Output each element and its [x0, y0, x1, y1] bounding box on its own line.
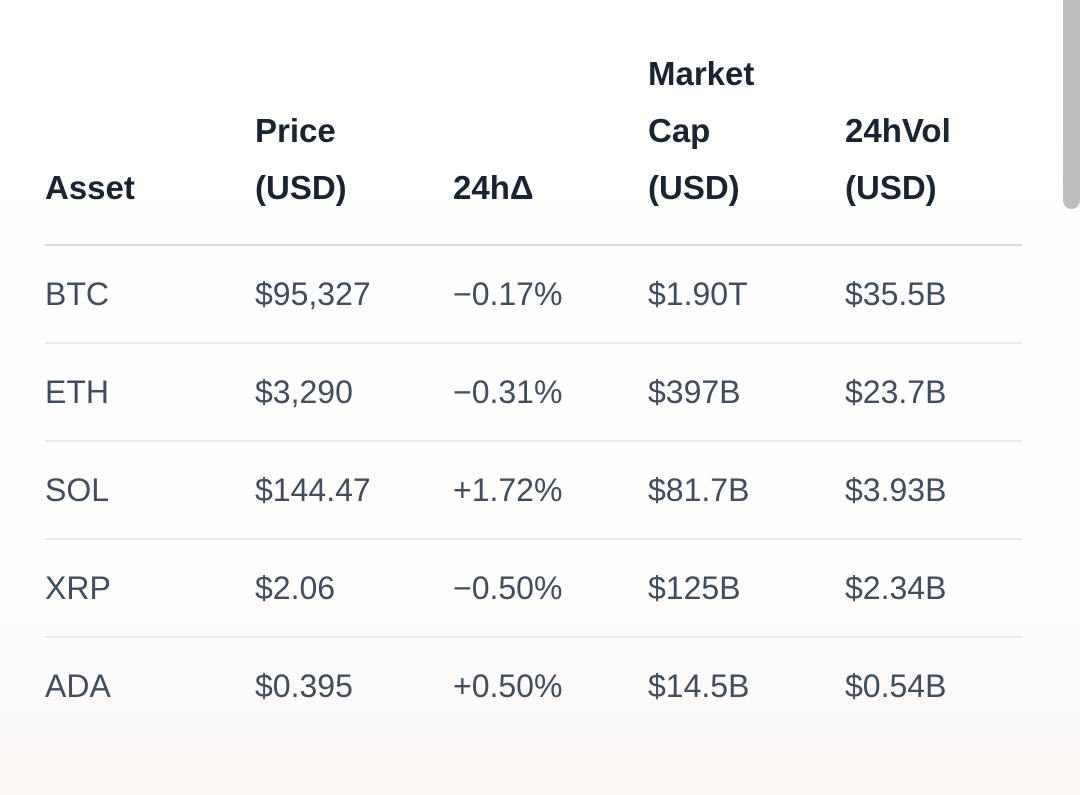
- volume-cell: $35.5B: [845, 245, 1022, 344]
- asset-cell: XRP: [45, 539, 255, 638]
- scrollbar-thumb[interactable]: [1063, 0, 1080, 209]
- table-row-xrp: XRP $2.06 −0.50% $125B $2.34B: [45, 539, 1022, 638]
- asset-cell: ETH: [45, 343, 255, 442]
- price-cell: $3,290: [255, 343, 453, 442]
- market-cap-cell: $397B: [648, 343, 845, 442]
- header-row: Asset Price (USD) 24hΔ Market Cap (USD) …: [45, 0, 1022, 246]
- column-header-market-cap: Market Cap (USD): [648, 0, 845, 246]
- change-cell: −0.50%: [453, 539, 648, 638]
- column-header-asset: Asset: [45, 0, 255, 246]
- column-header-volume: 24hVol (USD): [845, 0, 1022, 246]
- market-cap-cell: $81.7B: [648, 441, 845, 540]
- price-cell: $144.47: [255, 441, 453, 540]
- table-row-btc: BTC $95,327 −0.17% $1.90T $35.5B: [45, 245, 1022, 344]
- asset-cell: BTC: [45, 245, 255, 344]
- crypto-price-table: Asset Price (USD) 24hΔ Market Cap (USD) …: [45, 0, 1022, 734]
- table-row-sol: SOL $144.47 +1.72% $81.7B $3.93B: [45, 441, 1022, 540]
- volume-cell: $0.54B: [845, 668, 947, 704]
- volume-cell: $23.7B: [845, 343, 1022, 442]
- market-cap-cell: $14.5B: [648, 668, 750, 704]
- asset-cell: SOL: [45, 441, 255, 540]
- asset-cell: ADA: [45, 668, 111, 704]
- volume-cell: $3.93B: [845, 441, 1022, 540]
- market-cap-cell: $1.90T: [648, 245, 845, 344]
- table-row-eth: ETH $3,290 −0.31% $397B $23.7B: [45, 343, 1022, 442]
- column-header-price: Price (USD): [255, 0, 453, 246]
- table-row-ada: ADA $0.395 +0.50% $14.5B $0.54B: [45, 637, 1022, 734]
- change-cell: −0.31%: [453, 343, 648, 442]
- change-cell: +1.72%: [453, 441, 648, 540]
- change-cell: −0.17%: [453, 245, 648, 344]
- price-cell: $0.395: [255, 668, 353, 704]
- column-header-change: 24hΔ: [453, 0, 648, 246]
- price-cell: $95,327: [255, 245, 453, 344]
- change-cell: +0.50%: [453, 668, 563, 704]
- market-cap-cell: $125B: [648, 539, 845, 638]
- volume-cell: $2.34B: [845, 539, 1022, 638]
- price-cell: $2.06: [255, 539, 453, 638]
